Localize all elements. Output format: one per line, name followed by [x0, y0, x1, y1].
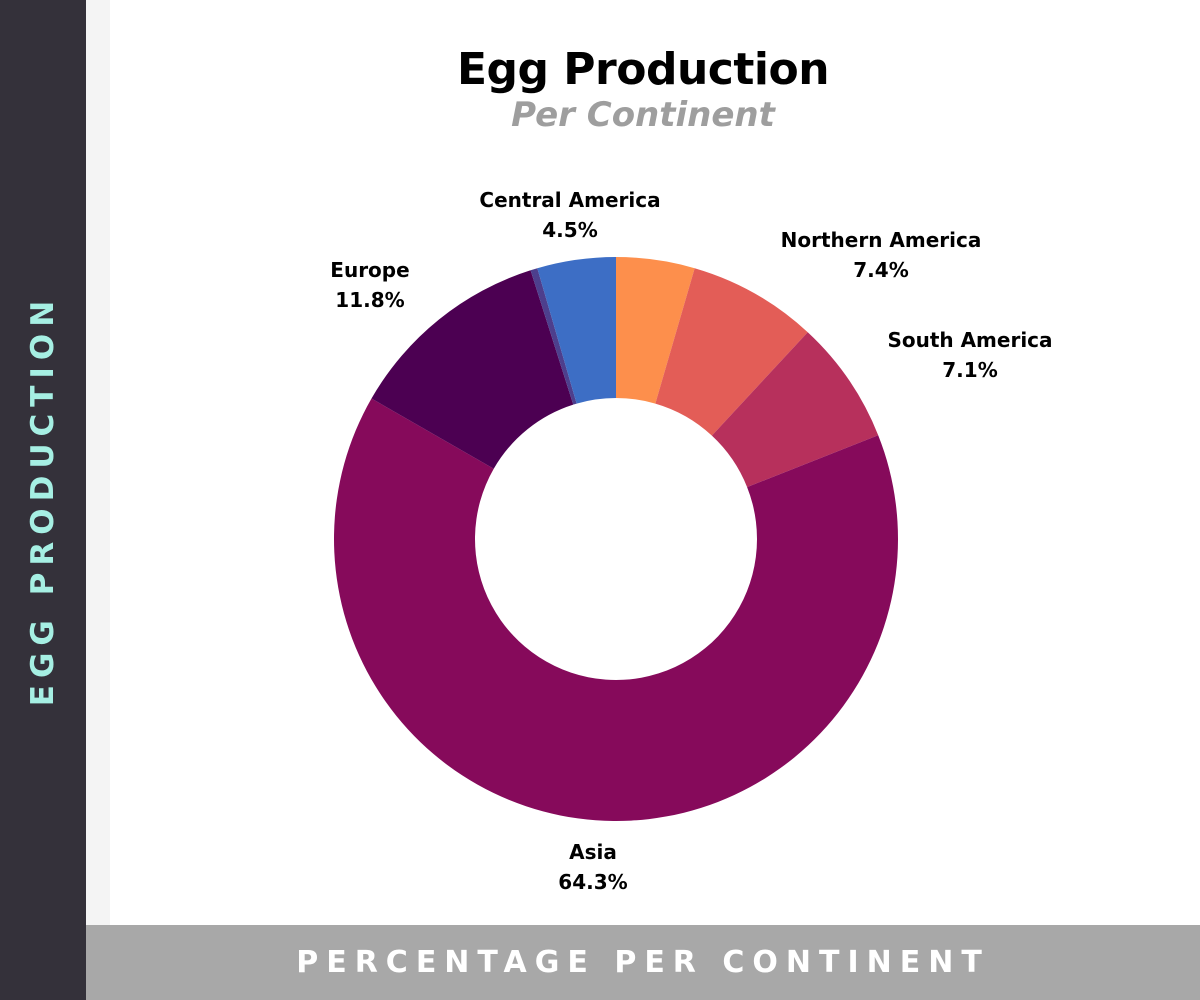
slice-asia [333, 398, 898, 821]
slice-name-label: Central America [479, 188, 661, 212]
slice-value-label: 11.8% [335, 288, 405, 312]
slice-south-america [711, 332, 879, 488]
slice-value-label: 7.4% [853, 258, 909, 282]
divider-strip [86, 0, 110, 925]
donut-chart [333, 257, 898, 821]
slice-europe [371, 270, 574, 469]
slice-northern-america [655, 268, 808, 436]
slice-name-label: Europe [330, 258, 410, 282]
slice-value-label: 4.5% [542, 218, 598, 242]
slice-label-europe: Europe 11.8% [250, 255, 490, 315]
slice-value-label: 64.3% [558, 870, 628, 894]
slice-label-northern-america: Northern America 7.4% [761, 225, 1001, 285]
left-sidebar: EGG PRODUCTION [0, 0, 86, 1000]
slice-name-label: South America [887, 328, 1053, 352]
slice-value-label: 7.1% [942, 358, 998, 382]
slice-central-america [537, 257, 616, 404]
slice-label-asia: Asia 64.3% [473, 837, 713, 897]
slice-africa [616, 257, 695, 404]
slice-name-label: Asia [569, 840, 617, 864]
chart-title: Egg Production [456, 44, 830, 95]
slice-label-south-america: South America 7.1% [850, 325, 1090, 385]
chart-subtitle: Per Continent [511, 95, 775, 135]
bottom-banner: PERCENTAGE PER CONTINENT [86, 925, 1200, 1000]
slice-name-label: Northern America [780, 228, 982, 252]
slice-label-central-america: Central America 4.5% [450, 185, 690, 245]
slice-oceania [530, 268, 577, 405]
bottom-banner-label: PERCENTAGE PER CONTINENT [296, 945, 990, 980]
